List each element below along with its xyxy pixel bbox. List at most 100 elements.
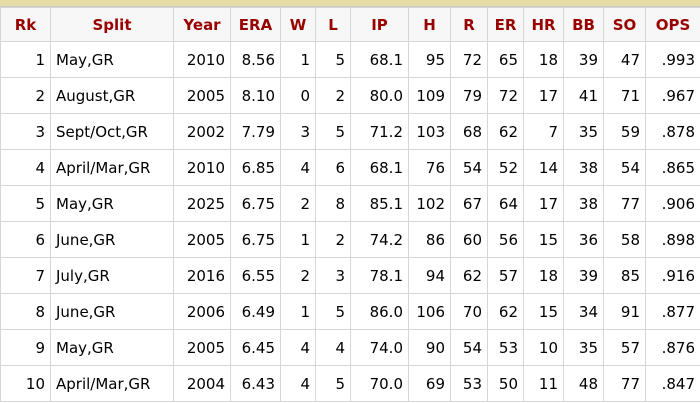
table-cell: 4 bbox=[280, 329, 316, 366]
column-header[interactable]: ER bbox=[487, 7, 524, 42]
splits-table: Rk Split Year ERA W L IP H R ER HR BB SO OPS 1 May,GR 2… bbox=[0, 7, 700, 402]
column-header[interactable]: SO bbox=[603, 7, 646, 42]
table-cell: 2010 bbox=[173, 41, 231, 78]
table-cell: 8.10 bbox=[230, 77, 281, 114]
table-cell: 59 bbox=[603, 113, 646, 150]
table-cell: 2002 bbox=[173, 113, 231, 150]
table-cell: 5 bbox=[315, 41, 351, 78]
table-cell: 2025 bbox=[173, 185, 231, 222]
table-cell: 7.79 bbox=[230, 113, 281, 150]
table-cell: .967 bbox=[645, 77, 700, 114]
column-header[interactable]: R bbox=[450, 7, 488, 42]
table-cell: 65 bbox=[487, 41, 524, 78]
table-cell: 68.1 bbox=[350, 149, 409, 186]
table-row: 4 April/Mar,GR 2010 6.85 4 6 68.1 76 54 52 14 38 54.… bbox=[0, 149, 700, 186]
table-cell: April/Mar,GR bbox=[50, 149, 174, 186]
table-cell: 10 bbox=[0, 365, 51, 402]
table-cell: 3 bbox=[0, 113, 51, 150]
table-cell: 71.2 bbox=[350, 113, 409, 150]
table-cell: 3 bbox=[280, 113, 316, 150]
table-cell: 90 bbox=[408, 329, 451, 366]
table-cell: 78.1 bbox=[350, 257, 409, 294]
table-cell: 67 bbox=[450, 185, 488, 222]
table-cell: 2004 bbox=[173, 365, 231, 402]
table-cell: .898 bbox=[645, 221, 700, 258]
column-header[interactable]: W bbox=[280, 7, 316, 42]
table-cell: 47 bbox=[603, 41, 646, 78]
table-row: 9 May,GR 2005 6.45 4 4 74.0 90 54 53 10 35 57.876 bbox=[0, 329, 700, 366]
table-cell: 15 bbox=[523, 221, 564, 258]
table-cell: 77 bbox=[603, 365, 646, 402]
table-cell: 6.43 bbox=[230, 365, 281, 402]
table-cell: 6.75 bbox=[230, 185, 281, 222]
table-cell: 68.1 bbox=[350, 41, 409, 78]
table-cell: 102 bbox=[408, 185, 451, 222]
table-cell: 2 bbox=[315, 77, 351, 114]
table-cell: 6 bbox=[315, 149, 351, 186]
table-cell: 85.1 bbox=[350, 185, 409, 222]
column-header[interactable]: OPS bbox=[645, 7, 700, 42]
table-cell: 109 bbox=[408, 77, 451, 114]
table-cell: 80.0 bbox=[350, 77, 409, 114]
table-cell: 1 bbox=[280, 41, 316, 78]
table-cell: 5 bbox=[315, 365, 351, 402]
table-cell: May,GR bbox=[50, 185, 174, 222]
table-cell: 39 bbox=[563, 41, 604, 78]
table-cell: 72 bbox=[487, 77, 524, 114]
column-header[interactable]: ERA bbox=[230, 7, 281, 42]
table-cell: 11 bbox=[523, 365, 564, 402]
table-row: 10 April/Mar,GR 2004 6.43 4 5 70.0 69 53 50 11 48 77… bbox=[0, 365, 700, 402]
table-cell: .847 bbox=[645, 365, 700, 402]
table-cell: 2005 bbox=[173, 329, 231, 366]
column-header[interactable]: HR bbox=[523, 7, 564, 42]
table-cell: 4 bbox=[0, 149, 51, 186]
table-row: 7 July,GR 2016 6.55 2 3 78.1 94 62 57 18 39 85.916 bbox=[0, 257, 700, 294]
table-cell: 5 bbox=[0, 185, 51, 222]
table-cell: 2005 bbox=[173, 221, 231, 258]
table-cell: 72 bbox=[450, 41, 488, 78]
table-cell: 85 bbox=[603, 257, 646, 294]
table-cell: 62 bbox=[487, 293, 524, 330]
column-header[interactable]: Split bbox=[50, 7, 174, 42]
column-header[interactable]: Rk bbox=[0, 7, 51, 42]
table-cell: 18 bbox=[523, 41, 564, 78]
table-cell: 17 bbox=[523, 77, 564, 114]
table-cell: 86 bbox=[408, 221, 451, 258]
table-cell: 70.0 bbox=[350, 365, 409, 402]
table-cell: 4 bbox=[280, 149, 316, 186]
table-cell: 15 bbox=[523, 293, 564, 330]
table-cell: 2010 bbox=[173, 149, 231, 186]
table-cell: 106 bbox=[408, 293, 451, 330]
table-cell: August,GR bbox=[50, 77, 174, 114]
column-header[interactable]: BB bbox=[563, 7, 604, 42]
table-cell: 69 bbox=[408, 365, 451, 402]
table-cell: 91 bbox=[603, 293, 646, 330]
column-header[interactable]: L bbox=[315, 7, 351, 42]
table-cell: Sept/Oct,GR bbox=[50, 113, 174, 150]
table-cell: 5 bbox=[315, 113, 351, 150]
table-cell: 5 bbox=[315, 293, 351, 330]
table-cell: 76 bbox=[408, 149, 451, 186]
table-cell: .993 bbox=[645, 41, 700, 78]
table-cell: 60 bbox=[450, 221, 488, 258]
table-cell: June,GR bbox=[50, 221, 174, 258]
table-cell: 58 bbox=[603, 221, 646, 258]
column-header[interactable]: Year bbox=[173, 7, 231, 42]
table-cell: 6.75 bbox=[230, 221, 281, 258]
table-row: 5 May,GR 2025 6.75 2 8 85.1 102 67 64 17 38 77.906 bbox=[0, 185, 700, 222]
table-cell: 6.45 bbox=[230, 329, 281, 366]
table-cell: June,GR bbox=[50, 293, 174, 330]
table-cell: 2016 bbox=[173, 257, 231, 294]
table-cell: 74.0 bbox=[350, 329, 409, 366]
table-cell: 8.56 bbox=[230, 41, 281, 78]
table-cell: .916 bbox=[645, 257, 700, 294]
table-cell: May,GR bbox=[50, 329, 174, 366]
table-cell: 54 bbox=[603, 149, 646, 186]
table-cell: 62 bbox=[450, 257, 488, 294]
table-cell: 8 bbox=[315, 185, 351, 222]
column-header[interactable]: H bbox=[408, 7, 451, 42]
table-cell: 4 bbox=[280, 365, 316, 402]
table-cell: 95 bbox=[408, 41, 451, 78]
column-header[interactable]: IP bbox=[350, 7, 409, 42]
